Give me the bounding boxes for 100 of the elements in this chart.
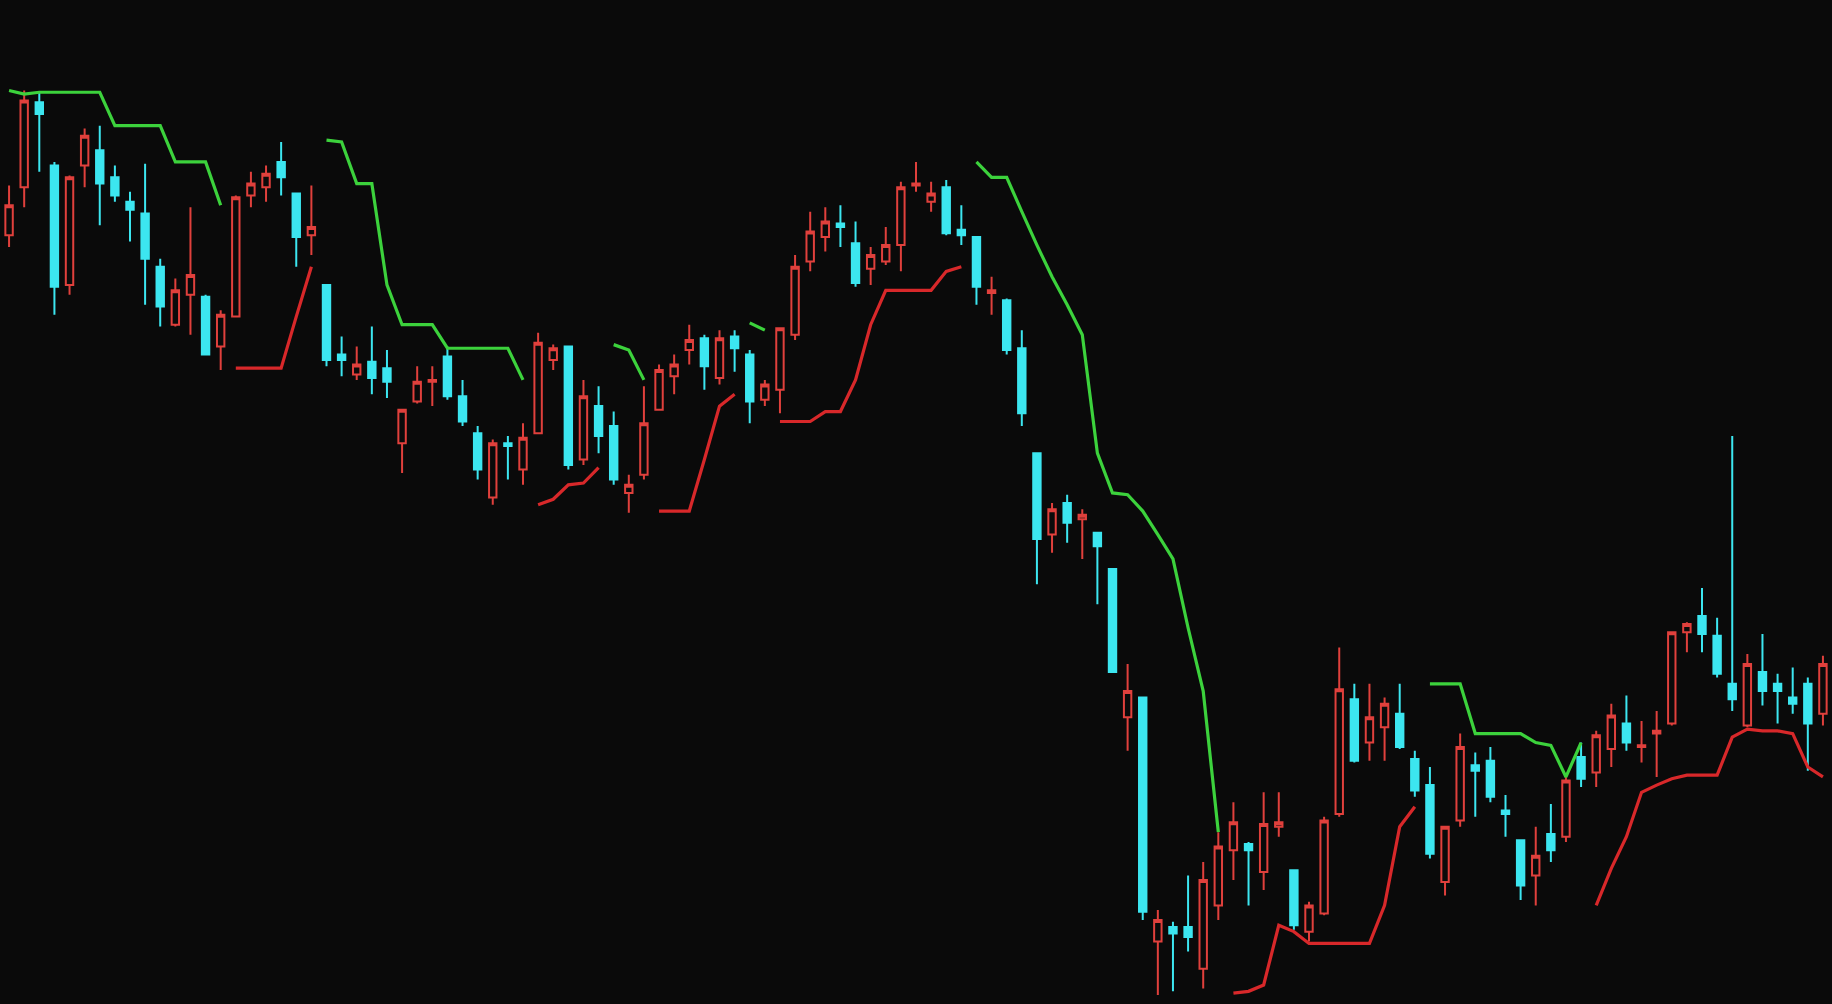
candlestick bbox=[745, 349, 755, 425]
candlestick bbox=[352, 345, 362, 381]
candlestick bbox=[1757, 633, 1768, 707]
candlestick bbox=[1470, 751, 1480, 818]
candlestick bbox=[1621, 694, 1632, 752]
candlestick bbox=[850, 220, 861, 288]
candlestick bbox=[941, 179, 951, 237]
candlestick bbox=[986, 275, 997, 316]
candlestick bbox=[1531, 825, 1541, 907]
candlestick bbox=[291, 192, 301, 268]
candlestick bbox=[518, 422, 528, 486]
candlestick bbox=[1682, 621, 1692, 654]
candlestick bbox=[1183, 874, 1193, 953]
candlestick bbox=[110, 164, 120, 203]
candlestick bbox=[1319, 815, 1329, 917]
candlestick bbox=[1122, 662, 1133, 752]
candlestick bbox=[1440, 825, 1450, 897]
candlestick bbox=[79, 127, 90, 189]
candlestick bbox=[1243, 841, 1254, 907]
candlestick bbox=[1727, 434, 1737, 712]
candlestick bbox=[608, 410, 619, 486]
candlestick bbox=[639, 385, 649, 481]
candlestick bbox=[1213, 831, 1224, 921]
candlestick bbox=[1017, 329, 1027, 428]
candlestick bbox=[336, 335, 347, 378]
candlestick bbox=[684, 323, 694, 366]
candlestick bbox=[185, 206, 196, 336]
candlestick bbox=[881, 226, 891, 267]
candlestick bbox=[1485, 746, 1496, 804]
candlestick bbox=[593, 385, 604, 455]
candlestick bbox=[669, 353, 679, 396]
candlestick bbox=[1289, 869, 1299, 931]
candlestick bbox=[19, 89, 29, 209]
candlestick bbox=[125, 190, 135, 243]
candlestick bbox=[1515, 839, 1526, 901]
candlestick bbox=[896, 180, 906, 273]
candlestick bbox=[1667, 631, 1677, 727]
candlestick bbox=[1228, 801, 1239, 882]
candlestick bbox=[397, 408, 407, 475]
candlestick bbox=[654, 363, 664, 411]
candlestick bbox=[1772, 672, 1783, 725]
candlestick bbox=[472, 425, 483, 481]
candlestick bbox=[1274, 791, 1284, 838]
candlestick bbox=[200, 293, 211, 356]
candlestick bbox=[1047, 501, 1057, 554]
candlestick bbox=[1576, 741, 1586, 788]
candlestick bbox=[820, 206, 831, 253]
candlestick bbox=[865, 245, 876, 286]
candlestick bbox=[382, 349, 392, 399]
candlestick bbox=[95, 124, 105, 227]
candlestick bbox=[729, 329, 740, 373]
candlestick bbox=[457, 378, 468, 428]
candlestick bbox=[64, 174, 75, 296]
candlestick bbox=[246, 170, 256, 209]
candlestick bbox=[1062, 493, 1072, 544]
candlestick bbox=[1168, 920, 1178, 993]
candlestick bbox=[714, 329, 725, 386]
candlestick bbox=[1636, 719, 1647, 764]
candlestick bbox=[971, 235, 982, 306]
candlestick bbox=[442, 345, 453, 401]
candlestick bbox=[367, 325, 377, 396]
candlestick bbox=[548, 343, 558, 371]
candlestick bbox=[488, 438, 498, 506]
candlestick bbox=[911, 160, 921, 193]
candlestick bbox=[1697, 586, 1707, 654]
candlestick bbox=[1077, 508, 1087, 560]
candlestick bbox=[34, 91, 44, 173]
candlestick bbox=[140, 162, 150, 306]
candlestick bbox=[1788, 666, 1798, 715]
candlestick bbox=[624, 473, 634, 514]
candlestick bbox=[1107, 567, 1118, 674]
candlestick bbox=[699, 333, 710, 391]
candlestick bbox=[1258, 791, 1269, 892]
candlestick bbox=[790, 254, 800, 342]
candlestick bbox=[1379, 696, 1390, 762]
candlestick bbox=[1455, 732, 1465, 828]
candlestick bbox=[1818, 654, 1828, 727]
candlestick bbox=[805, 210, 815, 273]
candlestick bbox=[321, 283, 332, 368]
candlestick bbox=[956, 204, 967, 247]
candlestick bbox=[563, 345, 574, 471]
candlestick bbox=[1395, 682, 1405, 750]
candlestick bbox=[1591, 729, 1601, 788]
candlestick bbox=[1500, 794, 1511, 838]
candlestick bbox=[261, 164, 271, 203]
candlestick bbox=[1153, 908, 1163, 996]
candlestick bbox=[1304, 900, 1314, 943]
candlestick bbox=[170, 277, 181, 328]
candlestick bbox=[578, 378, 589, 466]
candlestick bbox=[215, 309, 226, 371]
candlestick bbox=[276, 141, 286, 197]
candlestick bbox=[533, 331, 543, 435]
candlestick bbox=[1546, 803, 1556, 863]
candlestick bbox=[503, 434, 513, 481]
candlestick bbox=[1334, 646, 1344, 818]
candlestick bbox=[1198, 861, 1208, 990]
candlestick bbox=[155, 257, 165, 328]
candlestick bbox=[1410, 749, 1420, 798]
candlestick bbox=[1032, 452, 1042, 586]
candlestick bbox=[231, 194, 241, 318]
